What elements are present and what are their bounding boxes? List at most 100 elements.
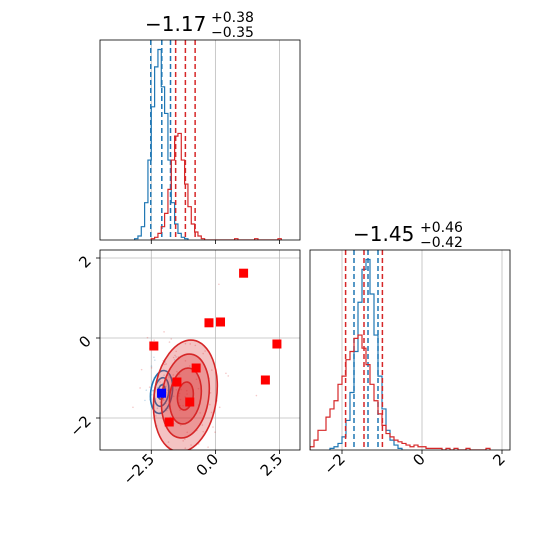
scatter-sample-dot [163,466,165,468]
scatter-sample-dot [178,395,180,397]
scatter-marker [216,317,226,327]
scatter-xtick-label: 2.5 [257,450,287,480]
scatter-sample-dot [162,398,165,401]
scatter-sample-dot [210,411,213,414]
scatter-sample-dot [163,363,166,366]
scatter-sample-dot [173,359,176,361]
top-histogram-title: −1.17 [145,12,206,36]
scatter-sample-dot [148,386,151,388]
right-histogram-title: −1.45 [353,222,414,246]
scatter-sample-dot [146,336,149,339]
scatter-sample-dot [172,374,175,376]
scatter-ytick-label: −2 [66,412,94,440]
histogram-panel-bottom-right: −2 0 2 [309,249,511,478]
scatter-frame [99,249,301,451]
scatter-sample-dot [211,369,213,371]
scatter-sample-dot [209,392,212,394]
scatter-sample-dot [227,375,230,377]
scatter-sample-dot [195,378,198,381]
scatter-sample-dot [197,387,200,390]
scatter-sample-dot [166,409,168,412]
scatter-sample-dot [175,356,177,358]
scatter-sample-dot [152,389,155,391]
scatter-sample-dot [189,343,192,345]
scatter-sample-dot [172,356,175,359]
right-hist-xtick-label: 2 [489,450,508,469]
right-hist-frame [309,249,511,451]
scatter-sample-dot [179,398,182,401]
scatter-sample-dot [156,386,159,389]
scatter-contour-0-level [149,369,174,415]
scatter-sample-dot [179,409,181,411]
scatter-sample-dot [168,376,170,378]
scatter-marker [164,417,174,427]
scatter-marker [157,388,167,398]
scatter-sample-dot [202,352,204,355]
scatter-sample-dot [225,372,227,375]
scatter-sample-dot [163,475,165,477]
scatter-sample-dot [174,354,176,357]
scatter-marker [185,397,195,407]
scatter-sample-dot [214,431,216,433]
scatter-sample-dot [165,363,167,365]
histogram-panel-top-left [99,39,301,244]
scatter-sample-dot [150,480,152,482]
scatter-marker [260,375,270,385]
scatter-sample-dot [186,393,188,395]
scatter-sample-dot [212,426,214,428]
scatter-sample-dot [170,338,173,340]
scatter-sample-dot [139,387,141,389]
right-histogram-title-sub: −0.42 [420,235,463,251]
scatter-sample-dot [190,444,192,446]
scatter-sample-dot [202,430,205,433]
scatter-sample-dot [182,440,184,442]
scatter-marker [191,363,201,373]
scatter-sample-dot [140,368,143,371]
scatter-sample-dot [168,341,171,343]
scatter-sample-dot [184,438,186,440]
scatter-sample-dot [178,472,180,474]
scatter-sample-dot [209,403,211,406]
scatter-sample-dot [184,360,187,362]
scatter-sample-dot [218,406,221,409]
scatter-sample-dot [163,456,165,458]
scatter-sample-dot [185,389,188,392]
scatter-sample-dot [144,399,146,402]
scatter-sample-dot [162,399,165,401]
scatter-marker [239,268,249,278]
right-hist-xtick-label: −2 [320,450,348,478]
right-histogram-title-sup: +0.46 [420,220,463,236]
scatter-sample-dot [132,406,134,409]
scatter-sample-dot [154,359,156,361]
scatter-sample-dot [180,388,182,391]
scatter-sample-dot [165,385,167,388]
scatter-sample-dot [159,381,161,383]
scatter-sample-dot [188,365,191,367]
scatter-marker [149,341,159,351]
scatter-sample-dot [186,431,189,434]
scatter-sample-dot [155,415,157,417]
scatter-marker [204,318,214,328]
scatter-sample-dot [178,392,181,395]
scatter-sample-dot [194,344,197,347]
scatter-marker [272,339,282,349]
scatter-sample-dot [156,407,159,410]
scatter-sample-dot [218,283,220,286]
scatter-sample-dot [172,395,175,398]
scatter-sample-dot [167,441,170,443]
scatter-marker [172,377,182,387]
scatter-sample-dot [150,367,153,369]
scatter-ytick-label: 0 [75,332,94,351]
scatter-sample-dot [184,447,187,449]
scatter-panel-bottom-left: −2.5 0.0 2.5 −2 0 2 [66,249,301,489]
top-hist-series-1-steps [150,132,282,240]
scatter-sample-dot [163,331,165,333]
scatter-sample-dot [179,424,182,427]
scatter-sample-dot [184,396,186,398]
scatter-sample-dot [151,389,154,392]
scatter-sample-dot [255,394,258,397]
scatter-sample-dot [182,404,184,407]
scatter-xtick-label: 0.0 [193,450,223,480]
scatter-sample-dot [153,339,155,342]
scatter-sample-dot [153,356,155,359]
